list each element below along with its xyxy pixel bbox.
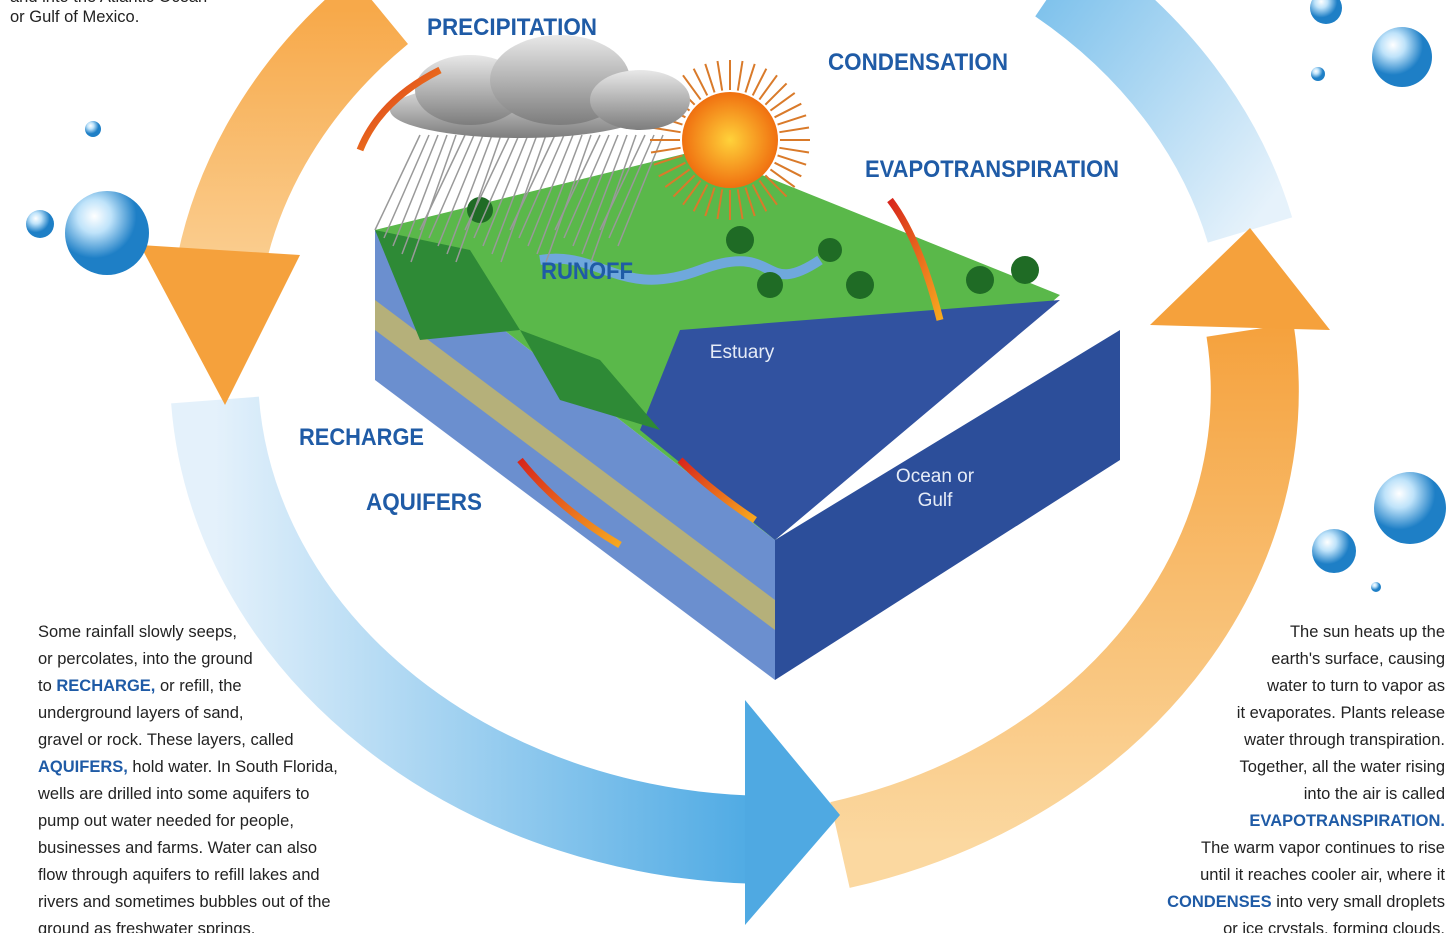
paragraph-line: Together, all the water rising: [1240, 758, 1445, 776]
paragraph-line: it evaporates. Plants release: [1237, 704, 1445, 722]
sun-ray: [705, 64, 714, 93]
text-run: into very small droplets: [1272, 893, 1445, 911]
paragraph-line: businesses and farms. Water can also: [38, 839, 317, 857]
highlighted-term: EVAPOTRANSPIRATION.: [1249, 812, 1445, 830]
text-run: into the air is called: [1304, 785, 1445, 803]
text-run: Some rainfall slowly seeps,: [38, 623, 237, 641]
text-run: or ice crystals, forming clouds.: [1223, 920, 1445, 933]
text-run: water through transpiration.: [1243, 731, 1445, 749]
text-run: rivers and sometimes bubbles out of the: [38, 893, 331, 911]
text-run: The warm vapor continues to rise: [1201, 839, 1445, 857]
sun-ray: [778, 155, 807, 164]
stage-label: EVAPOTRANSPIRATION: [865, 156, 1119, 183]
paragraph-line: ground as freshwater springs.: [38, 920, 255, 933]
highlighted-term: CONDENSES: [1167, 893, 1272, 911]
stage-label: RECHARGE: [299, 424, 424, 451]
highlighted-term: AQUIFERS,: [38, 758, 128, 776]
text-run: wells are drilled into some aquifers to: [37, 785, 309, 803]
paragraph-line: earth's surface, causing: [1271, 650, 1445, 668]
text-run: flow through aquifers to refill lakes an…: [38, 866, 320, 884]
text-run: businesses and farms. Water can also: [38, 839, 317, 857]
paragraph-line: until it reaches cooler air, where it: [1200, 866, 1445, 884]
paragraph-line: The warm vapor continues to rise: [1201, 839, 1445, 857]
page: and into the Atlantic Ocean or Gulf of Me…: [0, 0, 1447, 933]
text-run: to: [38, 677, 56, 695]
text-run: Together, all the water rising: [1240, 758, 1445, 776]
sun-ray: [779, 127, 809, 132]
sun-ray: [717, 61, 722, 91]
text-run: gravel or rock. These layers, called: [38, 731, 294, 749]
place-label: Ocean or: [896, 466, 975, 487]
rain-streak: [375, 135, 420, 230]
text-run: ground as freshwater springs.: [38, 920, 255, 933]
stage-label: RUNOFF: [541, 258, 633, 285]
text-run: until it reaches cooler air, where it: [1200, 866, 1445, 884]
stage-label: CONDENSATION: [828, 49, 1008, 76]
text-run: or percolates, into the ground: [38, 650, 253, 668]
water-cycle-diagram: and into the Atlantic Ocean or Gulf of Me…: [0, 0, 1447, 933]
sun-ray: [745, 64, 754, 93]
paragraph-line: or ice crystals, forming clouds.: [1223, 920, 1445, 933]
paragraph-line: AQUIFERS, hold water. In South Florida,: [38, 758, 338, 776]
paragraph-line: or percolates, into the ground: [38, 650, 253, 668]
paragraph-line: gravel or rock. These layers, called: [38, 731, 294, 749]
text-run: hold water. In South Florida,: [128, 758, 338, 776]
text-run: pump out water needed for people,: [38, 812, 294, 830]
paragraph-line: EVAPOTRANSPIRATION.: [1249, 812, 1445, 830]
text-run: earth's surface, causing: [1271, 650, 1445, 668]
paragraph-line: flow through aquifers to refill lakes an…: [38, 866, 320, 884]
text-run: it evaporates. Plants release: [1237, 704, 1445, 722]
sun-ray: [651, 148, 681, 153]
text-run: underground layers of sand,: [38, 704, 243, 722]
paragraph-line: into the air is called: [1304, 785, 1445, 803]
cloud: [390, 35, 690, 138]
paragraph-line: water through transpiration.: [1243, 731, 1445, 749]
top-note-line: or Gulf of Mexico.: [10, 8, 139, 26]
paragraph-line: rivers and sometimes bubbles out of the: [38, 893, 331, 911]
paragraph-line: to RECHARGE, or refill, the: [38, 677, 242, 695]
place-label: Estuary: [710, 342, 775, 363]
paragraph-line: pump out water needed for people,: [38, 812, 294, 830]
paragraph-line: CONDENSES into very small droplets: [1167, 893, 1445, 911]
text-run: water to turn to vapor as: [1266, 677, 1445, 695]
text-run: The sun heats up the: [1290, 623, 1445, 641]
text-run: or refill, the: [155, 677, 241, 695]
paragraph-line: wells are drilled into some aquifers to: [37, 785, 309, 803]
paragraph-line: The sun heats up the: [1290, 623, 1445, 641]
place-label: Gulf: [918, 490, 954, 511]
top-note-line: and into the Atlantic Ocean: [10, 0, 207, 6]
paragraph-line: underground layers of sand,: [38, 704, 243, 722]
highlighted-term: RECHARGE,: [56, 677, 155, 695]
stage-label: AQUIFERS: [366, 489, 482, 516]
stage-label: PRECIPITATION: [427, 14, 597, 41]
sun-ray: [738, 61, 743, 91]
paragraph-line: Some rainfall slowly seeps,: [38, 623, 237, 641]
paragraph-line: water to turn to vapor as: [1266, 677, 1445, 695]
sun-ray: [779, 148, 809, 153]
sun-ray: [778, 115, 807, 124]
